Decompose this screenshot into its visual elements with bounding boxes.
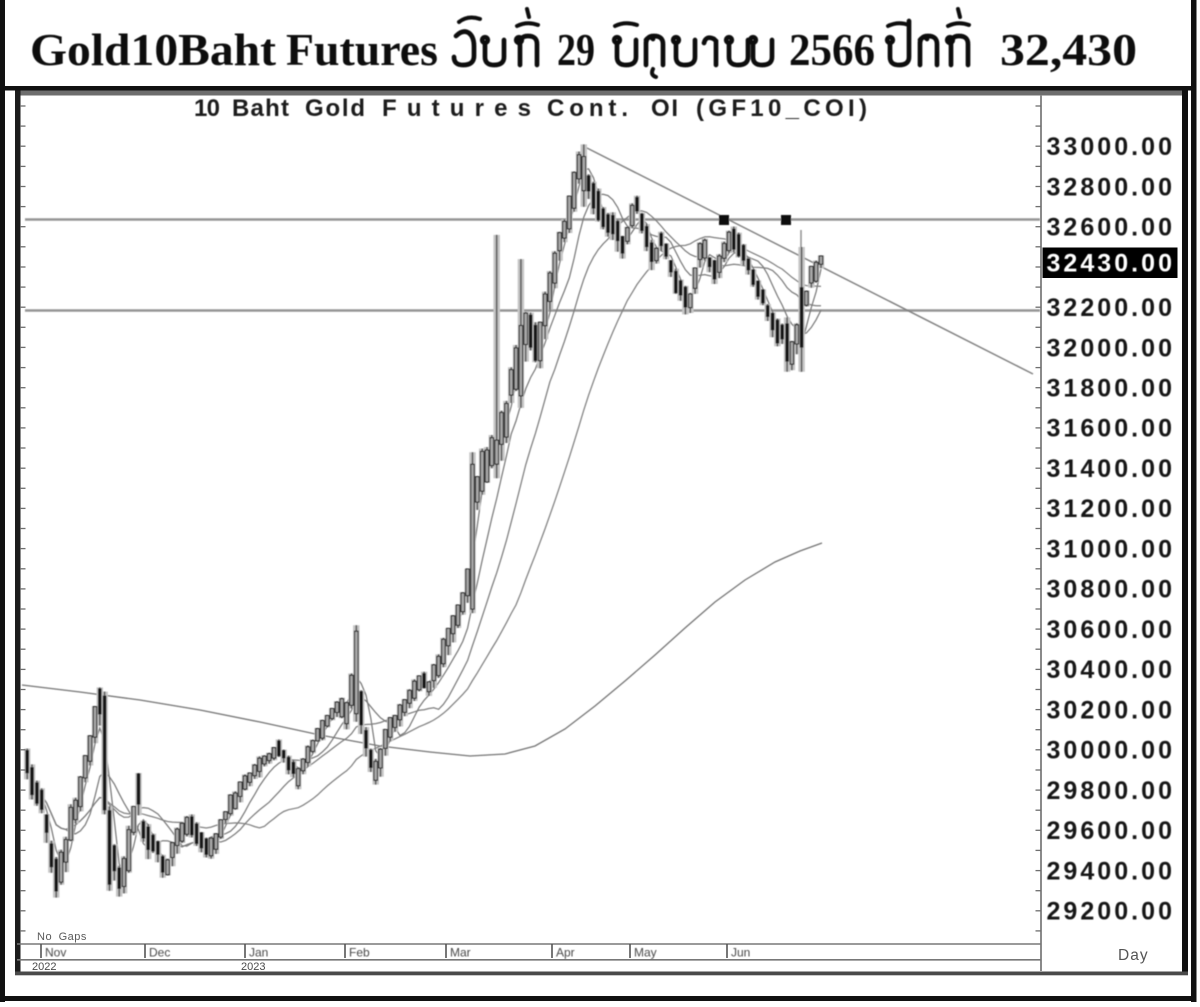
svg-text:Gold10Baht: Gold10Baht [30, 24, 277, 75]
svg-text:31400.00: 31400.00 [1047, 455, 1173, 483]
svg-text:2023: 2023 [241, 961, 265, 973]
svg-text:Futures: Futures [286, 24, 438, 75]
svg-text:30600.00: 30600.00 [1047, 616, 1173, 644]
svg-text:Baht: Baht [232, 95, 289, 122]
svg-text:No Gaps: No Gaps [37, 931, 87, 943]
svg-text:32800.00: 32800.00 [1047, 173, 1173, 201]
svg-text:Mar: Mar [450, 946, 471, 960]
svg-text:32200.00: 32200.00 [1047, 294, 1173, 322]
svg-text:31000.00: 31000.00 [1047, 535, 1173, 563]
svg-text:30800.00: 30800.00 [1047, 576, 1173, 604]
svg-text:31200.00: 31200.00 [1047, 495, 1173, 523]
svg-text:32430.00: 32430.00 [1047, 249, 1173, 277]
svg-text:OI: OI [651, 95, 678, 122]
svg-text:32,430: 32,430 [1000, 24, 1137, 75]
svg-text:29200.00: 29200.00 [1047, 898, 1173, 926]
svg-text:29800.00: 29800.00 [1047, 777, 1173, 805]
svg-text:30200.00: 30200.00 [1047, 696, 1173, 724]
svg-text:30000.00: 30000.00 [1047, 737, 1173, 765]
svg-text:32000.00: 32000.00 [1047, 334, 1173, 362]
svg-text:30400.00: 30400.00 [1047, 656, 1173, 684]
svg-text:2022: 2022 [32, 961, 56, 973]
svg-text:29600.00: 29600.00 [1047, 817, 1173, 845]
svg-text:Gold: Gold [305, 95, 365, 122]
svg-text:Apr: Apr [556, 946, 575, 960]
svg-text:Day: Day [1118, 947, 1149, 964]
svg-text:Futures: Futures [382, 95, 531, 122]
svg-text:2566: 2566 [789, 24, 875, 75]
svg-text:Dec: Dec [149, 946, 170, 960]
svg-text:Jan: Jan [249, 946, 268, 960]
svg-text:Feb: Feb [349, 946, 370, 960]
svg-text:33000.00: 33000.00 [1047, 133, 1173, 161]
svg-text:29400.00: 29400.00 [1047, 857, 1173, 885]
svg-text:10: 10 [194, 95, 220, 122]
svg-text:Jun: Jun [731, 946, 750, 960]
svg-text:29: 29 [557, 24, 595, 75]
svg-text:Nov: Nov [45, 946, 66, 960]
svg-text:32600.00: 32600.00 [1047, 214, 1173, 242]
svg-text:31800.00: 31800.00 [1047, 375, 1173, 403]
svg-text:31600.00: 31600.00 [1047, 415, 1173, 443]
svg-text:May: May [634, 946, 657, 960]
